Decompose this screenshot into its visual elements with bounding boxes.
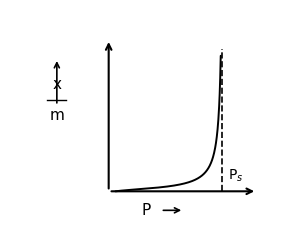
Text: m: m [50,108,64,123]
Text: x: x [52,77,61,92]
Text: P$_s$: P$_s$ [228,168,244,184]
Text: P: P [142,203,151,218]
